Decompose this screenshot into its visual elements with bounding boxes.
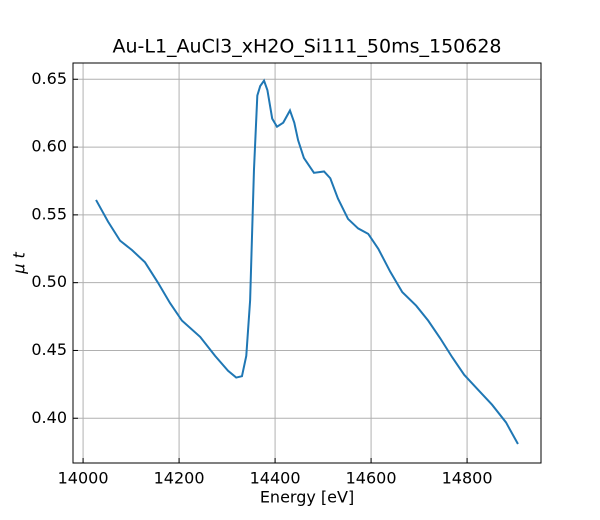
x-tick-label: 14600 <box>346 469 397 488</box>
y-tick-label: 0.60 <box>31 137 67 156</box>
x-tick-label: 14000 <box>58 469 109 488</box>
y-tick-label: 0.50 <box>31 272 67 291</box>
x-axis-label: Energy [eV] <box>260 488 354 507</box>
x-tick-label: 14400 <box>250 469 301 488</box>
y-tick-label: 0.40 <box>31 408 67 427</box>
x-tick-label: 14800 <box>442 469 493 488</box>
data-line <box>95 78 519 445</box>
y-axis-label: μ t <box>10 252 29 275</box>
y-tick-label: 0.65 <box>31 69 67 88</box>
chart-title: Au-L1_AuCl3_xH2O_Si111_50ms_150628 <box>112 36 501 58</box>
y-tick-label: 0.55 <box>31 204 67 223</box>
y-tick-label: 0.45 <box>31 340 67 359</box>
x-tick-label: 14200 <box>154 469 205 488</box>
plot-frame <box>72 62 542 464</box>
